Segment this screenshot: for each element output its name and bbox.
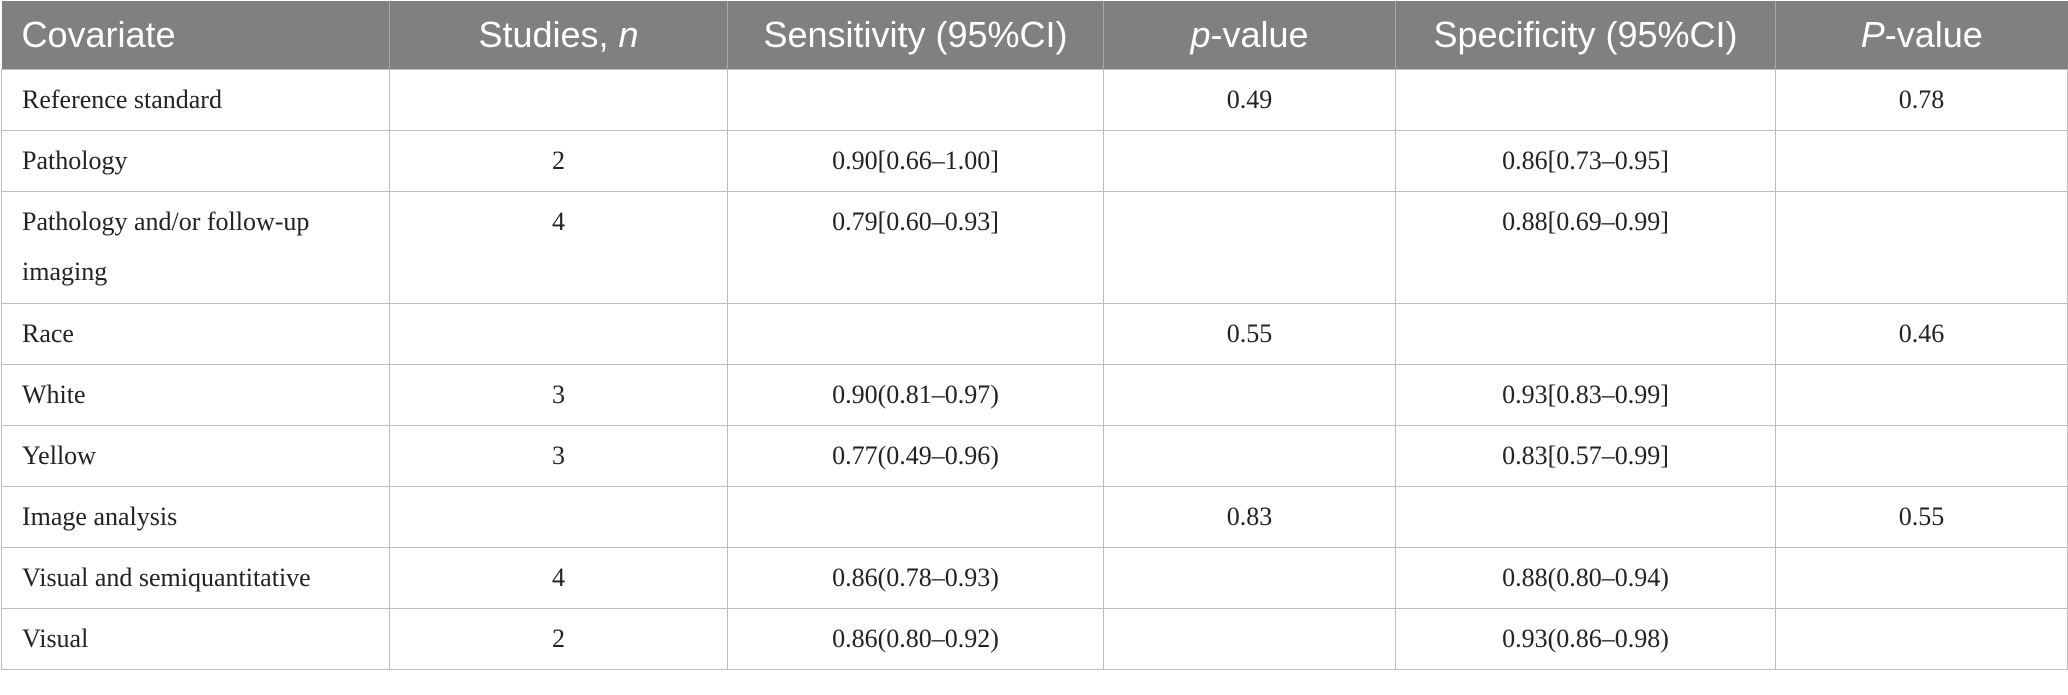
cell-specificity: 0.93(0.86–0.98) [1395, 608, 1776, 670]
cell-specificity-p [1775, 130, 2068, 192]
cell-specificity: 0.88[0.69–0.99] [1395, 191, 1776, 304]
covariate-table: Covariate Studies, n Sensitivity (95%CI)… [1, 1, 2068, 670]
cell-sensitivity [727, 69, 1104, 131]
cell-sensitivity-p [1103, 364, 1396, 426]
header-sensitivity-p-value: p-value [1103, 1, 1396, 70]
cell-covariate: Image analysis [1, 486, 390, 548]
table-row: Visual and semiquantitative 4 0.86(0.78–… [1, 547, 2068, 609]
cell-specificity: 0.83[0.57–0.99] [1395, 425, 1776, 487]
cell-sensitivity-p [1103, 130, 1396, 192]
cell-sensitivity-p [1103, 547, 1396, 609]
cell-sensitivity: 0.79[0.60–0.93] [727, 191, 1104, 304]
cell-studies: 3 [389, 425, 728, 487]
cell-specificity [1395, 486, 1776, 548]
cell-studies [389, 486, 728, 548]
cell-specificity-p: 0.55 [1775, 486, 2068, 548]
cell-studies: 3 [389, 364, 728, 426]
table-row: Race 0.55 0.46 [1, 303, 2068, 365]
cell-specificity [1395, 303, 1776, 365]
header-row: Covariate Studies, n Sensitivity (95%CI)… [1, 1, 2068, 70]
cell-specificity-p [1775, 608, 2068, 670]
cell-covariate: Race [1, 303, 390, 365]
cell-specificity-p: 0.46 [1775, 303, 2068, 365]
table-row: Yellow 3 0.77(0.49–0.96) 0.83[0.57–0.99] [1, 425, 2068, 487]
cell-sensitivity: 0.90[0.66–1.00] [727, 130, 1104, 192]
table-row: Pathology 2 0.90[0.66–1.00] 0.86[0.73–0.… [1, 130, 2068, 192]
cell-covariate: White [1, 364, 390, 426]
cell-sensitivity [727, 486, 1104, 548]
table-row: Visual 2 0.86(0.80–0.92) 0.93(0.86–0.98) [1, 608, 2068, 670]
cell-covariate: Yellow [1, 425, 390, 487]
cell-specificity [1395, 69, 1776, 131]
cell-sensitivity-p [1103, 608, 1396, 670]
cell-covariate: Pathology and/or follow-up imaging [1, 191, 390, 304]
cell-sensitivity-p [1103, 425, 1396, 487]
table-row: Image analysis 0.83 0.55 [1, 486, 2068, 548]
cell-sensitivity-p: 0.55 [1103, 303, 1396, 365]
cell-specificity-p [1775, 425, 2068, 487]
cell-covariate: Visual and semiquantitative [1, 547, 390, 609]
cell-specificity: 0.86[0.73–0.95] [1395, 130, 1776, 192]
cell-studies: 2 [389, 130, 728, 192]
cell-sensitivity: 0.90(0.81–0.97) [727, 364, 1104, 426]
cell-sensitivity-p [1103, 191, 1396, 304]
cell-sensitivity: 0.86(0.78–0.93) [727, 547, 1104, 609]
cell-sensitivity-p: 0.83 [1103, 486, 1396, 548]
header-studies: Studies, n [389, 1, 728, 70]
cell-studies [389, 69, 728, 131]
cell-studies: 2 [389, 608, 728, 670]
header-sensitivity: Sensitivity (95%CI) [727, 1, 1104, 70]
cell-specificity: 0.93[0.83–0.99] [1395, 364, 1776, 426]
header-covariate: Covariate [1, 1, 390, 70]
table-row: Reference standard 0.49 0.78 [1, 69, 2068, 131]
cell-covariate: Pathology [1, 130, 390, 192]
table-header: Covariate Studies, n Sensitivity (95%CI)… [1, 1, 2068, 70]
header-specificity-p-value: P-value [1775, 1, 2068, 70]
cell-specificity-p: 0.78 [1775, 69, 2068, 131]
cell-studies: 4 [389, 191, 728, 304]
cell-specificity-p [1775, 364, 2068, 426]
cell-covariate: Visual [1, 608, 390, 670]
cell-sensitivity: 0.86(0.80–0.92) [727, 608, 1104, 670]
cell-specificity-p [1775, 191, 2068, 304]
header-specificity: Specificity (95%CI) [1395, 1, 1776, 70]
cell-covariate: Reference standard [1, 69, 390, 131]
cell-sensitivity: 0.77(0.49–0.96) [727, 425, 1104, 487]
table-row: White 3 0.90(0.81–0.97) 0.93[0.83–0.99] [1, 364, 2068, 426]
cell-studies: 4 [389, 547, 728, 609]
cell-sensitivity-p: 0.49 [1103, 69, 1396, 131]
cell-specificity-p [1775, 547, 2068, 609]
cell-specificity: 0.88(0.80–0.94) [1395, 547, 1776, 609]
table-row: Pathology and/or follow-up imaging 4 0.7… [1, 191, 2068, 304]
cell-sensitivity [727, 303, 1104, 365]
cell-studies [389, 303, 728, 365]
table-body: Reference standard 0.49 0.78 Pathology 2… [1, 69, 2068, 670]
